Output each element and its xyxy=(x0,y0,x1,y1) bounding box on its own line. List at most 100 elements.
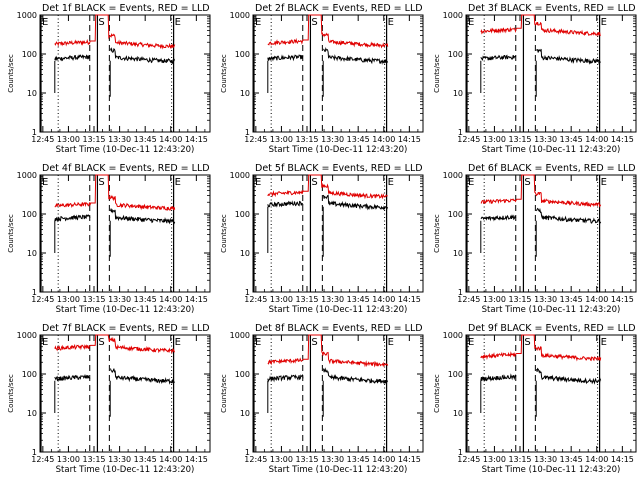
x-tick-label: 13:15 xyxy=(508,295,531,304)
x-tick-label: 13:30 xyxy=(108,455,131,464)
y-tick-label: 100 xyxy=(235,370,250,379)
x-tick-label: 13:45 xyxy=(134,455,157,464)
x-tick-label: 14:00 xyxy=(159,135,182,144)
marker-label: E xyxy=(255,17,261,28)
marker-label: E xyxy=(175,177,181,188)
y-tick-label: 100 xyxy=(22,50,37,59)
y-tick-label: 1 xyxy=(458,288,463,297)
x-tick-label: 13:15 xyxy=(508,135,531,144)
lld-series-line xyxy=(480,334,602,362)
x-tick-label: 13:00 xyxy=(57,455,80,464)
x-tick-label: 13:45 xyxy=(560,455,583,464)
x-tick-label: 13:45 xyxy=(347,455,370,464)
x-tick-label: 14:15 xyxy=(398,295,421,304)
events-series-line xyxy=(54,368,176,417)
y-tick-label: 1000 xyxy=(230,11,250,20)
y-tick-label: 1 xyxy=(245,448,250,457)
x-tick-label: 13:30 xyxy=(321,295,344,304)
x-tick-label: 13:00 xyxy=(57,295,80,304)
y-axis-label: Counts/sec xyxy=(220,214,228,253)
x-tick-label: 13:45 xyxy=(560,295,583,304)
y-tick-label: 100 xyxy=(22,210,37,219)
x-tick-label: 12:45 xyxy=(244,135,267,144)
x-tick-label: 14:15 xyxy=(611,295,634,304)
marker-label: E xyxy=(42,337,48,348)
x-tick-label: 14:00 xyxy=(372,295,395,304)
panel-1: Det 1f BLACK = Events, RED = LLD 1 10 100 10… xyxy=(7,3,211,155)
y-tick-label: 1 xyxy=(458,448,463,457)
x-tick-label: 14:00 xyxy=(159,455,182,464)
y-axis-label: Counts/sec xyxy=(220,54,228,93)
panel-title: Det 6f BLACK = Events, RED = LLD xyxy=(468,163,636,174)
x-tick-label: 13:15 xyxy=(508,455,531,464)
panel-6: Det 6f BLACK = Events, RED = LLD 1 10 100 10… xyxy=(433,163,637,315)
y-tick-label: 1000 xyxy=(443,11,463,20)
x-tick-label: 13:00 xyxy=(270,295,293,304)
y-tick-label: 1000 xyxy=(17,331,37,340)
lld-series-line xyxy=(267,334,389,368)
panel-4: Det 4f BLACK = Events, RED = LLD 1 10 100 10… xyxy=(7,163,211,315)
y-axis-label: Counts/sec xyxy=(433,214,441,253)
x-tick-label: 14:00 xyxy=(159,295,182,304)
panel-2: Det 2f BLACK = Events, RED = LLD 1 10 100 10… xyxy=(220,3,424,155)
marker-label: S xyxy=(524,177,530,188)
y-tick-label: 1 xyxy=(458,128,463,137)
x-tick-label: 13:30 xyxy=(534,135,557,144)
y-axis-label: Counts/sec xyxy=(220,374,228,413)
y-tick-label: 10 xyxy=(240,409,250,418)
marker-label: E xyxy=(468,337,474,348)
marker-label: E xyxy=(175,17,181,28)
marker-label: E xyxy=(42,177,48,188)
plot-frame xyxy=(252,14,424,133)
events-series-line xyxy=(480,367,602,417)
plot-frame xyxy=(39,174,211,293)
marker-label: S xyxy=(98,177,104,188)
y-tick-label: 1000 xyxy=(443,171,463,180)
x-tick-label: 13:00 xyxy=(270,455,293,464)
y-axis-label: Counts/sec xyxy=(7,214,15,253)
y-tick-label: 100 xyxy=(235,50,250,59)
x-tick-label: 13:45 xyxy=(134,135,157,144)
y-tick-label: 1 xyxy=(32,128,37,137)
x-tick-label: 14:15 xyxy=(398,135,421,144)
y-axis-label: Counts/sec xyxy=(7,54,15,93)
x-tick-label: 14:15 xyxy=(611,455,634,464)
y-tick-label: 1 xyxy=(32,288,37,297)
y-tick-label: 100 xyxy=(448,370,463,379)
marker-label: S xyxy=(311,337,317,348)
panel-title: Det 3f BLACK = Events, RED = LLD xyxy=(468,3,636,14)
x-axis-label: Start Time (10-Dec-11 12:43:20) xyxy=(269,465,408,475)
panel-title: Det 7f BLACK = Events, RED = LLD xyxy=(42,323,210,334)
lld-series-line xyxy=(54,174,176,212)
x-tick-label: 13:00 xyxy=(483,295,506,304)
panel-title: Det 4f BLACK = Events, RED = LLD xyxy=(42,163,210,174)
y-tick-label: 100 xyxy=(235,210,250,219)
y-tick-label: 1000 xyxy=(17,171,37,180)
events-series-line xyxy=(54,208,176,257)
x-tick-label: 14:00 xyxy=(585,295,608,304)
x-axis-label: Start Time (10-Dec-11 12:43:20) xyxy=(56,305,195,315)
lld-series-line xyxy=(267,174,388,200)
lld-series-line xyxy=(267,14,389,49)
x-tick-label: 13:15 xyxy=(295,135,318,144)
plot-frame xyxy=(252,334,424,453)
y-tick-label: 1000 xyxy=(230,171,250,180)
plot-frame xyxy=(465,334,637,453)
y-tick-label: 10 xyxy=(27,409,37,418)
events-series-line xyxy=(480,48,601,97)
x-tick-label: 14:15 xyxy=(185,295,208,304)
panel-9: Det 9f BLACK = Events, RED = LLD 1 10 100 10… xyxy=(433,323,637,475)
y-tick-label: 10 xyxy=(27,89,37,98)
x-axis-label: Start Time (10-Dec-11 12:43:20) xyxy=(56,145,195,155)
x-tick-label: 12:45 xyxy=(457,455,480,464)
y-tick-label: 10 xyxy=(27,249,37,258)
x-tick-label: 13:30 xyxy=(108,135,131,144)
x-axis-label: Start Time (10-Dec-11 12:43:20) xyxy=(56,465,195,475)
y-tick-label: 10 xyxy=(240,89,250,98)
x-axis-label: Start Time (10-Dec-11 12:43:20) xyxy=(482,305,621,315)
x-axis-label: Start Time (10-Dec-11 12:43:20) xyxy=(482,145,621,155)
events-series-line xyxy=(267,46,389,97)
y-tick-label: 100 xyxy=(448,50,463,59)
panel-title: Det 9f BLACK = Events, RED = LLD xyxy=(468,323,636,334)
